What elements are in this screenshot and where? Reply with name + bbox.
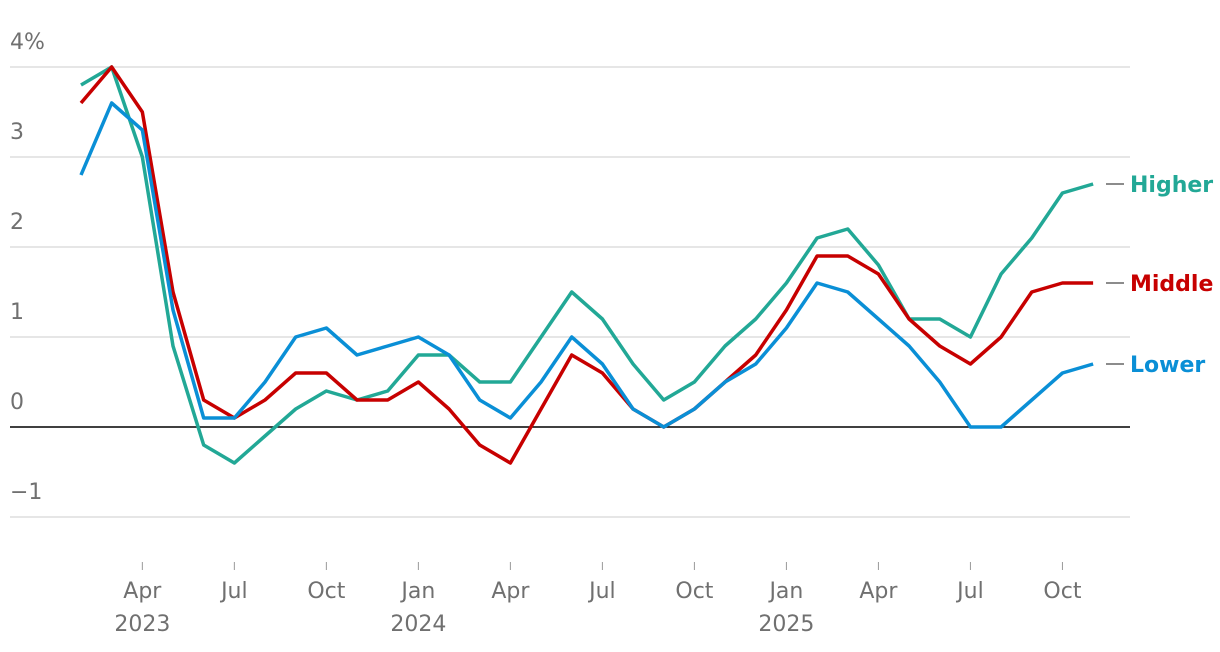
y-tick-label: 0	[10, 390, 24, 415]
y-tick-label: 4%	[10, 30, 45, 55]
y-tick-label: −1	[10, 480, 42, 505]
x-tick-label: Oct	[675, 579, 713, 604]
y-tick-label: 3	[10, 120, 24, 145]
x-tick-label: Oct	[1043, 579, 1081, 604]
series-line	[79, 65, 1094, 465]
legend-label: Lower	[1130, 353, 1205, 378]
x-tick-label: Jul	[587, 579, 616, 604]
x-tick-label: Jan	[767, 579, 803, 604]
x-tick-label: Oct	[307, 579, 345, 604]
x-tick-label: Jul	[955, 579, 984, 604]
x-year-label: 2025	[758, 612, 814, 637]
x-tick-label: Jul	[219, 579, 248, 604]
x-tick-label: Apr	[491, 579, 530, 604]
x-year-label: 2023	[114, 612, 170, 637]
series-line	[79, 101, 1094, 429]
x-tick-label: Jan	[399, 579, 435, 604]
series-line	[80, 65, 1094, 465]
x-year-label: 2024	[390, 612, 446, 637]
x-tick-label: Apr	[859, 579, 898, 604]
y-tick-label: 2	[10, 210, 24, 235]
legend-label: Higher	[1130, 173, 1213, 198]
x-tick-label: Apr	[123, 579, 162, 604]
legend-label: Middle	[1130, 272, 1213, 297]
y-tick-label: 1	[10, 300, 24, 325]
